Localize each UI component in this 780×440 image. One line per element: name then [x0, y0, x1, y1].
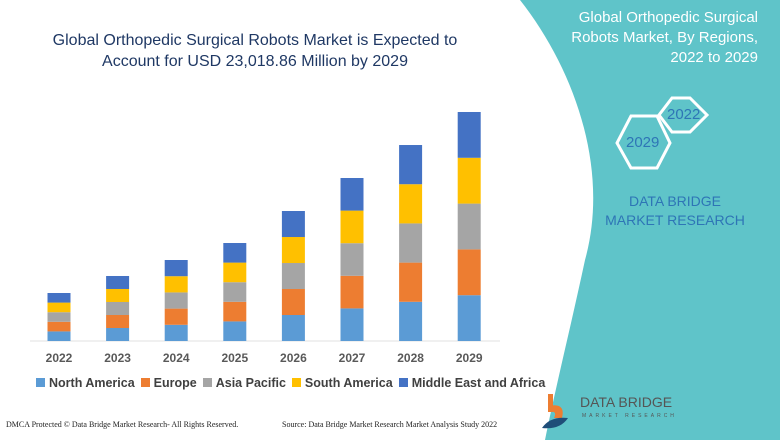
- footer-copyright: DMCA Protected © Data Bridge Market Rese…: [6, 420, 239, 429]
- x-tick-label: 2029: [456, 351, 483, 365]
- bar-segment-2025-0: [223, 321, 247, 341]
- bar-segment-2027-0: [340, 308, 364, 341]
- legend-item: Europe: [140, 376, 197, 390]
- bar-segment-2026-3: [281, 237, 305, 264]
- legend-swatch: [140, 378, 150, 387]
- bar-segment-2022-1: [47, 321, 71, 332]
- bar-segment-2023-2: [106, 301, 130, 315]
- bar-segment-2026-2: [281, 263, 305, 290]
- bar-segment-2024-2: [164, 292, 188, 309]
- legend-swatch: [291, 378, 301, 387]
- hex-2029-label: 2029: [626, 134, 660, 151]
- legend-swatch: [202, 378, 212, 387]
- bar-segment-2028-0: [399, 301, 423, 341]
- legend-item: South America: [291, 376, 393, 390]
- x-tick-label: 2025: [221, 351, 248, 365]
- bar-segment-2027-2: [340, 243, 364, 276]
- x-tick-label: 2022: [46, 351, 73, 365]
- bar-segment-2029-0: [457, 295, 481, 341]
- bar-segment-2025-4: [223, 243, 247, 263]
- legend-item: Middle East and Africa: [398, 376, 546, 390]
- x-tick-label: 2024: [163, 351, 190, 365]
- bar-segment-2022-3: [47, 302, 71, 313]
- legend-label: North America: [49, 376, 135, 390]
- hex-2029-icon: [615, 114, 672, 170]
- bar-segment-2023-4: [106, 275, 130, 289]
- brand-text: DATA BRIDGE MARKET RESEARCH: [605, 193, 745, 228]
- bar-segment-2025-2: [223, 282, 247, 302]
- bar-segment-2025-1: [223, 301, 247, 322]
- side-panel: [520, 0, 780, 440]
- legend-label: Asia Pacific: [215, 376, 286, 390]
- logo-name: DATA BRIDGE: [580, 394, 673, 410]
- bar-segment-2026-1: [281, 289, 305, 316]
- bar-segment-2025-3: [223, 262, 247, 283]
- x-tick-label: 2023: [104, 351, 131, 365]
- bar-segment-2028-2: [399, 223, 423, 263]
- stacked-bar-chart: 2022 2023 2024 2025 2026 2027 2028 2029: [30, 111, 500, 365]
- bar-segment-2029-1: [457, 249, 481, 296]
- x-tick-label: 2026: [280, 351, 307, 365]
- bar-segment-2028-1: [399, 262, 423, 302]
- legend-label: Middle East and Africa: [411, 376, 546, 390]
- bar-segment-2026-4: [281, 211, 305, 238]
- legend: North America Europe Asia Pacific South Ame…: [36, 376, 545, 390]
- bar-segment-2028-3: [399, 184, 423, 224]
- legend-label: South America: [304, 376, 393, 390]
- bar-segment-2024-1: [164, 308, 188, 325]
- bar-segment-2023-3: [106, 288, 130, 302]
- bar-segment-2023-0: [106, 327, 130, 341]
- bar-segment-2024-4: [164, 260, 188, 277]
- bar-segment-2029-2: [457, 203, 481, 250]
- bar-segment-2029-4: [457, 111, 481, 158]
- legend-item: North America: [36, 376, 135, 390]
- x-tick-label: 2027: [339, 351, 366, 365]
- data-bridge-logo-icon: [542, 394, 568, 429]
- bar-segment-2027-1: [340, 275, 364, 309]
- hex-2022-icon: [657, 96, 710, 134]
- bar-segment-2029-3: [457, 157, 481, 204]
- bar-segment-2022-2: [47, 312, 71, 322]
- bar-segment-2026-0: [281, 315, 305, 341]
- legend-swatch: [36, 378, 45, 387]
- bar-segment-2023-1: [106, 314, 130, 328]
- chart-headline: Global Orthopedic Surgical Robots Market…: [52, 32, 458, 70]
- bar-segment-2027-3: [340, 210, 364, 244]
- legend-item: Asia Pacific: [202, 376, 286, 390]
- bar-segment-2024-3: [164, 276, 188, 293]
- logo-tagline: MARKET RESEARCH: [582, 413, 677, 419]
- x-tick-label: 2028: [397, 351, 424, 365]
- bar-segment-2024-0: [164, 324, 188, 341]
- bar-segment-2022-0: [47, 331, 71, 341]
- hex-2022-label: 2022: [667, 106, 701, 123]
- bar-segment-2022-4: [47, 292, 71, 303]
- legend-swatch: [398, 378, 408, 387]
- bar-segment-2028-4: [399, 145, 423, 185]
- side-panel-title: Global Orthopedic Surgical Robots Market…: [571, 9, 758, 66]
- bar-segment-2027-4: [340, 178, 364, 211]
- footer-source: Source: Data Bridge Market Research Mark…: [282, 420, 498, 429]
- legend-label: Europe: [153, 376, 197, 390]
